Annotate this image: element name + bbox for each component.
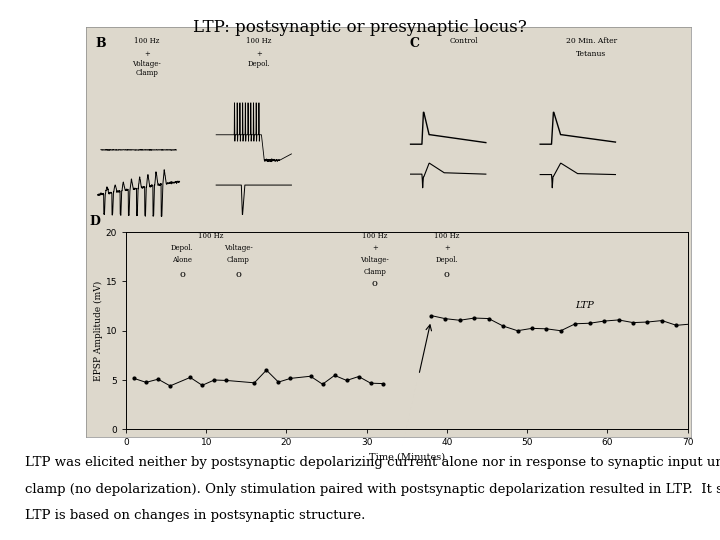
Text: 100 Hz: 100 Hz — [197, 232, 223, 240]
Text: 20 Min. After: 20 Min. After — [566, 37, 617, 45]
Text: o: o — [372, 279, 378, 288]
Text: o: o — [179, 269, 185, 279]
Text: 100 Hz: 100 Hz — [434, 232, 459, 240]
Text: 100 Hz: 100 Hz — [362, 232, 387, 240]
Text: 40 ms: 40 ms — [247, 278, 266, 283]
Text: LTP was elicited neither by postsynaptic depolarizing current alone nor in respo: LTP was elicited neither by postsynaptic… — [25, 456, 720, 469]
Text: Clamp: Clamp — [227, 256, 250, 264]
Text: 100 Hz: 100 Hz — [246, 37, 271, 45]
Text: Depol.: Depol. — [171, 244, 194, 252]
Text: Alone: Alone — [172, 256, 192, 264]
Y-axis label: EPSP Amplitude (mV): EPSP Amplitude (mV) — [94, 281, 103, 381]
Text: 40 ms: 40 ms — [138, 278, 157, 283]
Text: o: o — [444, 269, 450, 279]
Text: 5.0 mV: 5.0 mV — [534, 259, 557, 264]
Text: 100 Hz: 100 Hz — [134, 37, 160, 45]
Text: Control: Control — [450, 37, 479, 45]
Text: 10 ms: 10 ms — [534, 278, 553, 283]
X-axis label: Time (Minutes): Time (Minutes) — [369, 453, 445, 462]
Text: o: o — [235, 269, 241, 279]
Text: Depol.: Depol. — [436, 256, 459, 264]
Text: Tetanus: Tetanus — [576, 50, 606, 58]
Text: 20 mV: 20 mV — [247, 259, 267, 264]
Text: LTP is based on changes in postsynaptic structure.: LTP is based on changes in postsynaptic … — [25, 509, 366, 522]
Text: 2.0 nA: 2.0 nA — [247, 269, 267, 274]
Text: 20 mV: 20 mV — [138, 259, 158, 264]
Text: clamp (no depolarization). Only stimulation paired with postsynaptic depolarizat: clamp (no depolarization). Only stimulat… — [25, 483, 720, 496]
Text: Voltage-: Voltage- — [224, 244, 253, 252]
Text: +: + — [444, 244, 450, 252]
Text: Depol.: Depol. — [248, 60, 270, 68]
Text: Voltage-: Voltage- — [132, 60, 161, 68]
Text: C: C — [410, 37, 420, 50]
Text: LTP: postsynaptic or presynaptic locus?: LTP: postsynaptic or presynaptic locus? — [193, 19, 527, 36]
Text: +: + — [144, 50, 150, 58]
Text: D: D — [89, 215, 100, 228]
Text: +: + — [256, 50, 261, 58]
Text: LTP: LTP — [575, 301, 594, 310]
Text: 0.5 nA: 0.5 nA — [534, 269, 554, 274]
Text: 0.5 nA: 0.5 nA — [138, 269, 158, 274]
Text: B: B — [96, 37, 106, 50]
Text: Clamp: Clamp — [364, 268, 386, 275]
Text: Voltage-: Voltage- — [360, 256, 389, 264]
Text: +: + — [372, 244, 377, 252]
Text: Clamp: Clamp — [135, 69, 158, 77]
